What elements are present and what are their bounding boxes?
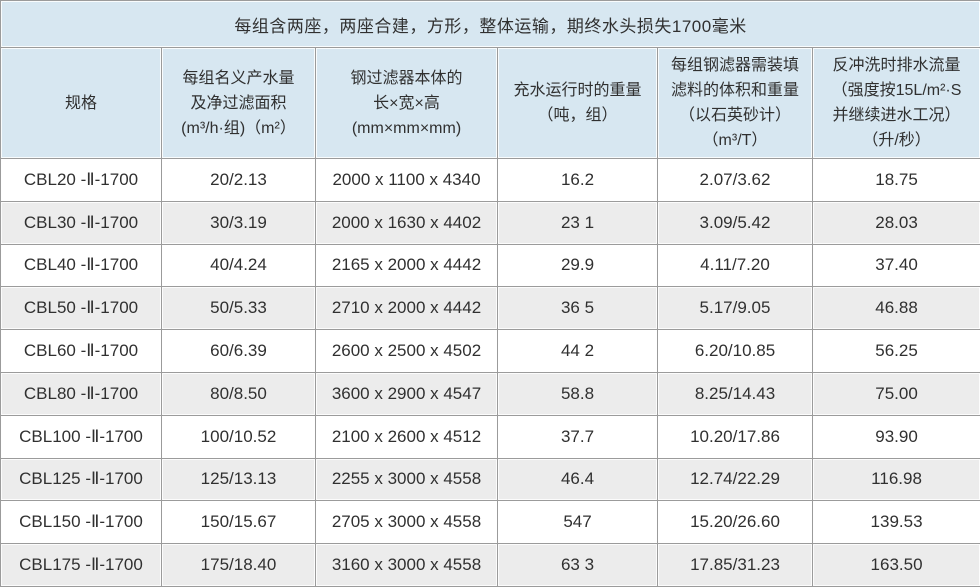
header-line: 反冲洗时排水流量 bbox=[832, 57, 961, 74]
cell-backwash-drain-flow: 116.98 bbox=[811, 457, 980, 502]
table-row: CBL100 -Ⅱ-1700 100/10.52 2100 x 2600 x 451… bbox=[0, 414, 980, 459]
cell-backwash-drain-flow: 18.75 bbox=[811, 158, 980, 202]
header-line: 及净过滤面积 bbox=[190, 94, 287, 112]
header-cell-backwash-drain-flow: 反冲洗时排水流量 （强度按15L/m²·S 并继续进水工况） （升/秒） bbox=[811, 47, 980, 159]
cell-media-volume-weight: 12.74/22.29 bbox=[657, 457, 813, 502]
cell-media-volume-weight: 8.25/14.43 bbox=[657, 371, 813, 416]
cell-body-dimensions: 2600 x 2500 x 4502 bbox=[315, 329, 498, 373]
header-line: 长×宽×高 bbox=[373, 94, 440, 112]
header-line: 充水运行时的重量 bbox=[513, 82, 642, 99]
cell-water-filled-weight: 29.9 bbox=[497, 243, 658, 288]
header-line: 每组钢滤器需装填 bbox=[670, 57, 799, 74]
header-line: （吨，组） bbox=[537, 107, 618, 124]
header-line: （m³/T） bbox=[702, 132, 768, 149]
header-line: (mm×mm×mm) bbox=[351, 119, 462, 137]
cell-nominal-output-filter-area: 40/4.24 bbox=[161, 243, 316, 288]
table-title-row: 每组含两座，两座合建，方形，整体运输，期终水头损失1700毫米 bbox=[0, 0, 980, 48]
cell-spec: CBL40 -Ⅱ-1700 bbox=[0, 243, 162, 288]
table-header-row: 规格 每组名义产水量 及净过滤面积 (m³/h·组)（m²） 钢过滤器本体的 长×宽×高 (… bbox=[0, 47, 980, 159]
cell-spec: CBL80 -Ⅱ-1700 bbox=[0, 371, 162, 416]
cell-body-dimensions: 2100 x 2600 x 4512 bbox=[315, 414, 498, 459]
cell-spec: CBL50 -Ⅱ-1700 bbox=[0, 286, 162, 331]
cell-body-dimensions: 2000 x 1630 x 4402 bbox=[315, 200, 498, 245]
cell-backwash-drain-flow: 37.40 bbox=[811, 243, 980, 288]
header-line: （强度按15L/m²·S bbox=[831, 82, 962, 99]
cell-water-filled-weight: 23 1 bbox=[497, 200, 658, 245]
table-body: CBL20 -Ⅱ-1700 20/2.13 2000 x 1100 x 4340 16… bbox=[0, 158, 980, 587]
cell-nominal-output-filter-area: 30/3.19 bbox=[161, 200, 316, 245]
header-line: 并继续进水工况） bbox=[832, 107, 961, 124]
header-line: （升/秒） bbox=[862, 132, 931, 149]
table-row: CBL125 -Ⅱ-1700 125/13.13 2255 x 3000 x 455… bbox=[0, 457, 980, 502]
cell-media-volume-weight: 2.07/3.62 bbox=[657, 158, 813, 202]
cell-nominal-output-filter-area: 80/8.50 bbox=[161, 371, 316, 416]
header-line: 钢过滤器本体的 bbox=[350, 69, 463, 87]
table-row: CBL20 -Ⅱ-1700 20/2.13 2000 x 1100 x 4340 16… bbox=[0, 158, 980, 202]
header-cell-spec: 规格 bbox=[0, 47, 162, 159]
cell-spec: CBL125 -Ⅱ-1700 bbox=[0, 457, 162, 502]
cell-nominal-output-filter-area: 60/6.39 bbox=[161, 329, 316, 373]
table-row: CBL150 -Ⅱ-1700 150/15.67 2705 x 3000 x 455… bbox=[0, 500, 980, 545]
cell-backwash-drain-flow: 56.25 bbox=[811, 329, 980, 373]
cell-media-volume-weight: 3.09/5.42 bbox=[657, 200, 813, 245]
cell-media-volume-weight: 5.17/9.05 bbox=[657, 286, 813, 331]
cell-spec: CBL20 -Ⅱ-1700 bbox=[0, 158, 162, 202]
cell-water-filled-weight: 63 3 bbox=[497, 543, 658, 587]
cell-nominal-output-filter-area: 150/15.67 bbox=[161, 500, 316, 545]
cell-media-volume-weight: 17.85/31.23 bbox=[657, 543, 813, 587]
cell-spec: CBL175 -Ⅱ-1700 bbox=[0, 543, 162, 587]
cell-backwash-drain-flow: 28.03 bbox=[811, 200, 980, 245]
cell-nominal-output-filter-area: 125/13.13 bbox=[161, 457, 316, 502]
cell-body-dimensions: 2705 x 3000 x 4558 bbox=[315, 500, 498, 545]
table-row: CBL40 -Ⅱ-1700 40/4.24 2165 x 2000 x 4442 29… bbox=[0, 243, 980, 288]
cell-water-filled-weight: 547 bbox=[497, 500, 658, 545]
cell-water-filled-weight: 36 5 bbox=[497, 286, 658, 331]
header-line: (m³/h·组)（m²） bbox=[181, 119, 296, 137]
table-row: CBL60 -Ⅱ-1700 60/6.39 2600 x 2500 x 4502 44… bbox=[0, 329, 980, 373]
cell-media-volume-weight: 10.20/17.86 bbox=[657, 414, 813, 459]
cell-spec: CBL60 -Ⅱ-1700 bbox=[0, 329, 162, 373]
header-cell-body-dimensions: 钢过滤器本体的 长×宽×高 (mm×mm×mm) bbox=[315, 47, 498, 159]
cell-water-filled-weight: 46.4 bbox=[497, 457, 658, 502]
cell-backwash-drain-flow: 139.53 bbox=[811, 500, 980, 545]
cell-nominal-output-filter-area: 100/10.52 bbox=[161, 414, 316, 459]
cell-spec: CBL100 -Ⅱ-1700 bbox=[0, 414, 162, 459]
table-row: CBL80 -Ⅱ-1700 80/8.50 3600 x 2900 x 4547 58… bbox=[0, 371, 980, 416]
cell-body-dimensions: 3600 x 2900 x 4547 bbox=[315, 371, 498, 416]
cell-backwash-drain-flow: 163.50 bbox=[811, 543, 980, 587]
cell-water-filled-weight: 44 2 bbox=[497, 329, 658, 373]
cell-spec: CBL150 -Ⅱ-1700 bbox=[0, 500, 162, 545]
cell-body-dimensions: 2165 x 2000 x 4442 bbox=[315, 243, 498, 288]
header-cell-nominal-output-filter-area: 每组名义产水量 及净过滤面积 (m³/h·组)（m²） bbox=[161, 47, 316, 159]
header-cell-water-filled-weight: 充水运行时的重量 （吨，组） bbox=[497, 47, 658, 159]
cell-body-dimensions: 3160 x 3000 x 4558 bbox=[315, 543, 498, 587]
cell-backwash-drain-flow: 93.90 bbox=[811, 414, 980, 459]
cell-water-filled-weight: 16.2 bbox=[497, 158, 658, 202]
cell-body-dimensions: 2000 x 1100 x 4340 bbox=[315, 158, 498, 202]
header-line: 规格 bbox=[64, 94, 97, 112]
table-row: CBL50 -Ⅱ-1700 50/5.33 2710 x 2000 x 4442 36… bbox=[0, 286, 980, 331]
table-title: 每组含两座，两座合建，方形，整体运输，期终水头损失1700毫米 bbox=[0, 0, 980, 48]
cell-media-volume-weight: 15.20/26.60 bbox=[657, 500, 813, 545]
cell-nominal-output-filter-area: 50/5.33 bbox=[161, 286, 316, 331]
table-row: CBL175 -Ⅱ-1700 175/18.40 3160 x 3000 x 455… bbox=[0, 543, 980, 587]
table-row: CBL30 -Ⅱ-1700 30/3.19 2000 x 1630 x 4402 23… bbox=[0, 200, 980, 245]
header-cell-media-volume-weight: 每组钢滤器需装填 滤料的体积和重量 （以石英砂计） （m³/T） bbox=[657, 47, 813, 159]
cell-water-filled-weight: 58.8 bbox=[497, 371, 658, 416]
cell-media-volume-weight: 4.11/7.20 bbox=[657, 243, 813, 288]
cell-spec: CBL30 -Ⅱ-1700 bbox=[0, 200, 162, 245]
cell-body-dimensions: 2255 x 3000 x 4558 bbox=[315, 457, 498, 502]
header-line: 每组名义产水量 bbox=[182, 69, 295, 87]
cell-water-filled-weight: 37.7 bbox=[497, 414, 658, 459]
header-line: 滤料的体积和重量 bbox=[670, 82, 799, 99]
cell-backwash-drain-flow: 46.88 bbox=[811, 286, 980, 331]
cell-backwash-drain-flow: 75.00 bbox=[811, 371, 980, 416]
cell-media-volume-weight: 6.20/10.85 bbox=[657, 329, 813, 373]
header-line: （以石英砂计） bbox=[678, 107, 791, 124]
cell-nominal-output-filter-area: 20/2.13 bbox=[161, 158, 316, 202]
cell-nominal-output-filter-area: 175/18.40 bbox=[161, 543, 316, 587]
cell-body-dimensions: 2710 x 2000 x 4442 bbox=[315, 286, 498, 331]
